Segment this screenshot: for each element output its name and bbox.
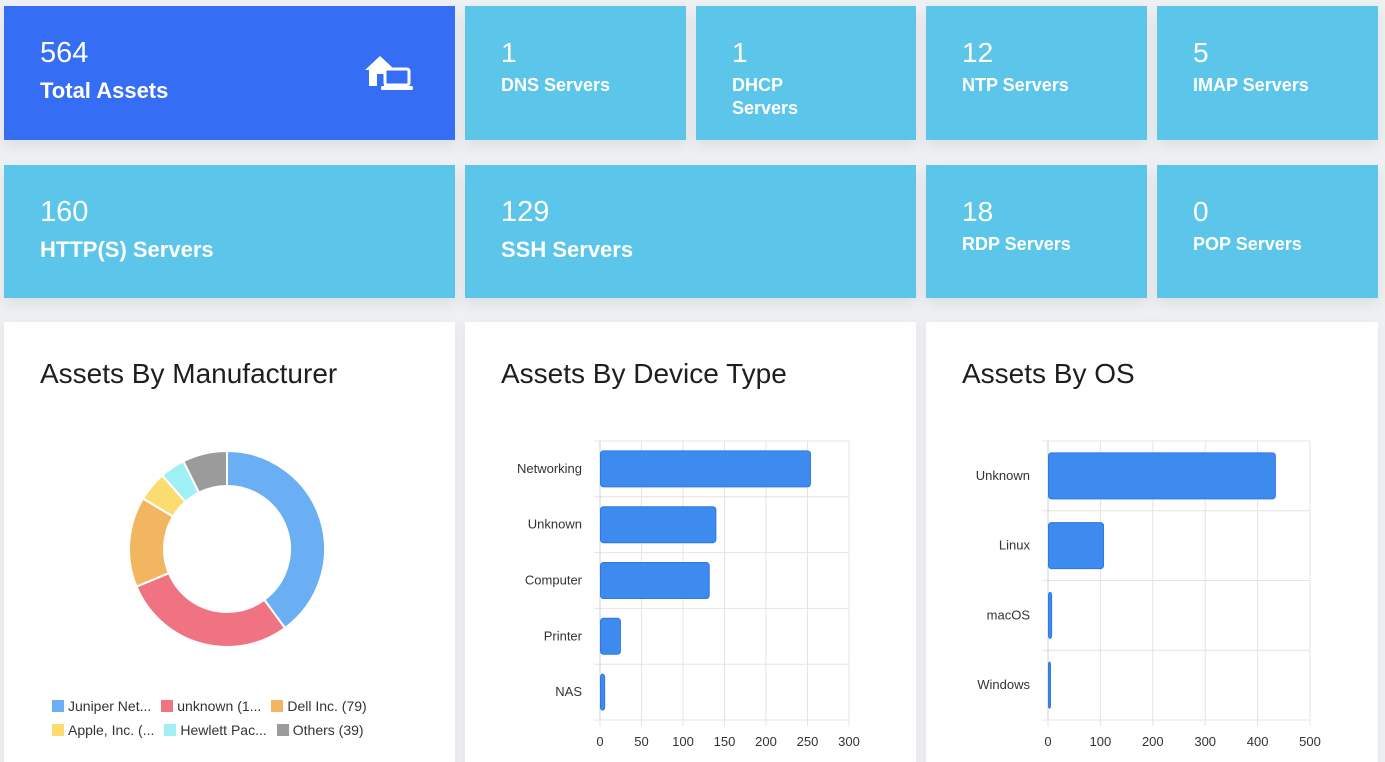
legend-swatch (161, 700, 174, 712)
device-type-card-title: Assets By Device Type (501, 358, 787, 389)
os-category-label: Windows (977, 677, 1030, 692)
dhcp-count: 1 (732, 37, 748, 68)
http-label: HTTP(S) Servers (40, 237, 214, 262)
device-type-category-label: Unknown (528, 517, 582, 532)
rdp-label: RDP Servers (962, 234, 1071, 254)
os-card-title: Assets By OS (962, 358, 1135, 389)
ntp-servers-tile[interactable]: 12 NTP Servers (926, 6, 1147, 140)
legend-label: Apple, Inc. (... (68, 722, 155, 738)
os-card: Assets By OS 0 100 200 300 400 500 Unknown Linu… (926, 322, 1378, 762)
manufacturer-doughnut-chart (128, 449, 326, 648)
os-category-label: macOS (987, 607, 1031, 622)
legend-label: Others (39) (292, 722, 364, 738)
pop-servers-tile[interactable]: 0 POP Servers (1157, 165, 1378, 298)
os-bar-chart: 0 100 200 300 400 500 Unknown Linux macOS Windows (976, 440, 1321, 749)
imap-label: IMAP Servers (1193, 75, 1309, 95)
device-type-tick-label: 200 (755, 734, 777, 749)
legend-label: unknown (1... (177, 698, 262, 714)
device-type-tick-label: 250 (797, 734, 819, 749)
device-type-category-label: Networking (517, 461, 582, 476)
dhcp-label: DHCP Servers (732, 74, 880, 120)
device-type-bar-chart: 0 50 100 150 200 250 300 Networking Unknown Compu… (517, 440, 860, 749)
ssh-servers-tile[interactable]: 129 SSH Servers (465, 165, 916, 298)
total-assets-tile[interactable]: 564 Total Assets (4, 6, 455, 140)
dns-servers-tile[interactable]: 1 DNS Servers (465, 6, 686, 140)
imap-count: 5 (1193, 37, 1209, 68)
os-bar[interactable] (1048, 452, 1276, 500)
device-type-bar[interactable] (600, 673, 606, 711)
legend-label: Juniper Net... (68, 698, 152, 714)
ntp-label: NTP Servers (962, 75, 1069, 95)
legend-swatch (164, 724, 177, 736)
doughnut-slice[interactable] (226, 449, 326, 630)
legend-swatch (52, 700, 64, 712)
os-bar[interactable] (1048, 661, 1051, 709)
dhcp-servers-tile[interactable]: 1 DHCP Servers (696, 6, 916, 140)
device-type-category-label: Printer (544, 628, 583, 643)
os-tick-label: 0 (1044, 734, 1051, 749)
ntp-count: 12 (962, 37, 994, 68)
legend-label: Dell Inc. (79) (287, 698, 367, 714)
device-type-tick-label: 0 (596, 734, 603, 749)
ssh-label: SSH Servers (501, 237, 634, 262)
rdp-count: 18 (962, 196, 994, 227)
device-type-tick-label: 300 (838, 734, 860, 749)
os-tick-label: 400 (1247, 734, 1269, 749)
device-type-category-label: NAS (555, 684, 582, 699)
http-count: 160 (40, 196, 89, 228)
dhcp-label-line1: DHCP (732, 75, 784, 95)
device-type-bar[interactable] (600, 562, 710, 599)
manufacturer-card: Assets By Manufacturer Juniper Net... unk… (4, 322, 455, 762)
legend-swatch (276, 724, 289, 736)
legend-item[interactable]: Apple, Inc. (... (52, 722, 154, 738)
os-tick-label: 100 (1090, 734, 1112, 749)
os-tick-label: 200 (1142, 734, 1164, 749)
os-bar[interactable] (1048, 591, 1053, 639)
os-bar[interactable] (1048, 522, 1105, 570)
os-tick-label: 500 (1299, 734, 1321, 749)
device-type-bar[interactable] (600, 450, 811, 488)
device-type-tick-label: 50 (634, 734, 648, 749)
device-type-bar[interactable] (600, 617, 621, 655)
ssh-count: 129 (501, 196, 550, 228)
os-category-label: Linux (999, 538, 1031, 553)
legend-swatch (52, 724, 64, 736)
legend-swatch (271, 700, 284, 712)
device-type-tick-label: 100 (672, 734, 694, 749)
home-devices-icon (363, 52, 415, 99)
device-type-bar[interactable] (600, 506, 717, 544)
rdp-servers-tile[interactable]: 18 RDP Servers (926, 165, 1147, 298)
pop-count: 0 (1193, 196, 1209, 227)
device-type-category-label: Computer (525, 573, 583, 588)
os-category-label: Unknown (976, 468, 1030, 483)
manufacturer-card-title: Assets By Manufacturer (40, 358, 338, 389)
total-assets-label: Total Assets (40, 78, 169, 103)
os-tick-label: 300 (1194, 734, 1216, 749)
manufacturer-legend: Juniper Net... unknown (1... Dell Inc. (79… (52, 698, 432, 738)
doughnut-slice[interactable] (135, 571, 287, 648)
dns-label: DNS Servers (501, 75, 611, 95)
doughnut-slice[interactable] (182, 449, 228, 494)
legend-item[interactable]: Hewlett Pac... (164, 722, 267, 738)
legend-item[interactable]: Others (39) (276, 722, 364, 738)
http-servers-tile[interactable]: 160 HTTP(S) Servers (4, 165, 455, 298)
total-assets-count: 564 (40, 37, 89, 69)
legend-item[interactable]: Juniper Net... (52, 698, 151, 714)
legend-item[interactable]: unknown (1... (161, 698, 261, 714)
dns-count: 1 (501, 37, 517, 68)
legend-item[interactable]: Dell Inc. (79) (271, 698, 367, 714)
dhcp-label-line2: Servers (732, 98, 799, 118)
pop-label: POP Servers (1193, 234, 1302, 254)
device-type-tick-label: 150 (714, 734, 736, 749)
imap-servers-tile[interactable]: 5 IMAP Servers (1157, 6, 1378, 140)
legend-label: Hewlett Pac... (180, 722, 267, 738)
device-type-card: Assets By Device Type 0 50 100 150 200 250 300… (465, 322, 916, 762)
